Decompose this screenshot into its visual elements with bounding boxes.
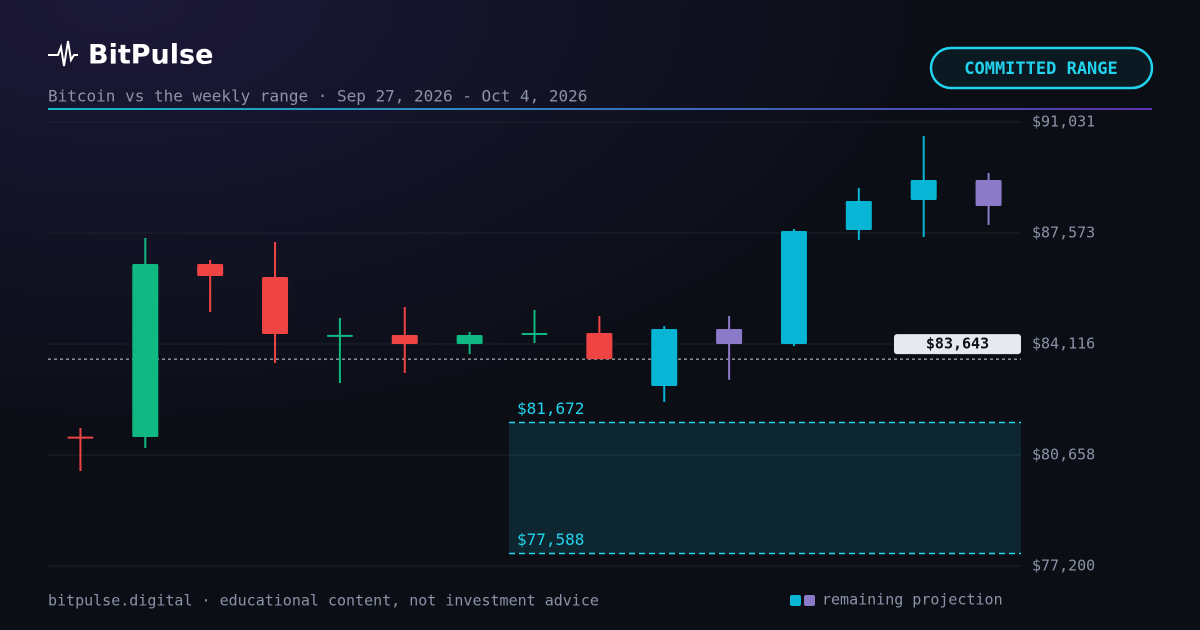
- candle-body: [67, 436, 94, 439]
- candle-body: [132, 263, 159, 437]
- current-price-box: [894, 334, 1021, 355]
- candle-body: [521, 332, 548, 335]
- range-band: [509, 422, 1021, 554]
- candle-body: [586, 333, 613, 360]
- badge: [929, 46, 1154, 90]
- candle-body: [910, 180, 937, 201]
- badge-text: COMMITTED RANGE: [964, 59, 1118, 79]
- y-tick-label: $91,031: [1032, 113, 1095, 131]
- candle-body: [716, 328, 743, 344]
- brand: BitPulse: [88, 40, 213, 71]
- current-price-label: $83,643: [926, 335, 989, 353]
- y-tick-label: $80,658: [1032, 445, 1095, 463]
- candle-body: [845, 201, 872, 230]
- legend-swatch: [790, 595, 801, 606]
- candle-body: [651, 328, 678, 387]
- header-rule: [48, 108, 1152, 110]
- y-tick-label: $77,200: [1032, 557, 1095, 575]
- footer: bitpulse.digital · educational content, …: [48, 592, 599, 610]
- legend-label: remaining projection: [822, 591, 1003, 609]
- candle-body: [975, 180, 1002, 207]
- candle-body: [391, 334, 418, 344]
- range-low-label: $77,588: [517, 530, 584, 549]
- subtitle: Bitcoin vs the weekly range · Sep 27, 20…: [48, 87, 587, 106]
- candle-body: [326, 334, 353, 337]
- candle-body: [456, 334, 483, 344]
- legend-swatch: [804, 595, 815, 606]
- candle-body: [262, 276, 289, 335]
- range-high-label: $81,672: [517, 399, 584, 418]
- logo-icon: [48, 40, 78, 67]
- candle-body: [780, 230, 807, 344]
- candle-body: [197, 263, 224, 276]
- y-tick-label: $87,573: [1032, 224, 1095, 242]
- y-tick-label: $84,116: [1032, 334, 1095, 352]
